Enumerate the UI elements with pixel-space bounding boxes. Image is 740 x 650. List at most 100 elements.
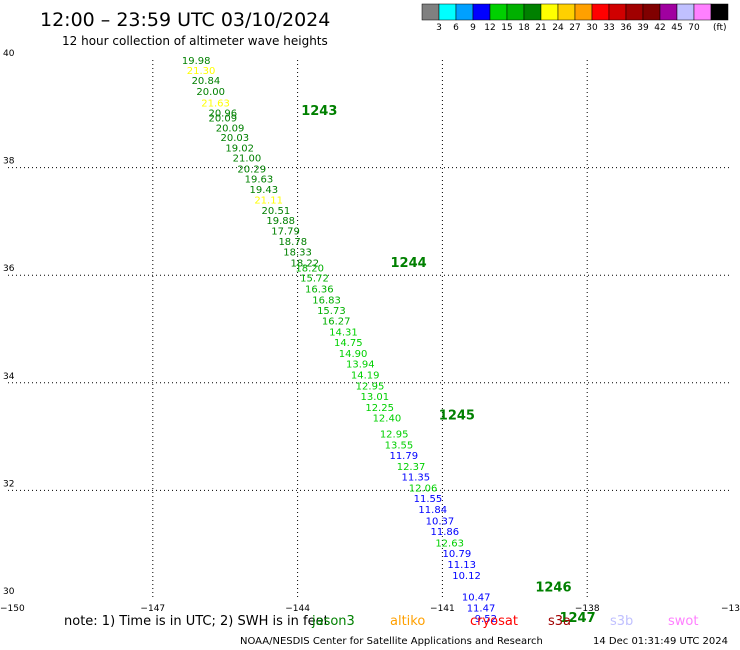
legend-label: 15	[501, 23, 512, 33]
data-point-label: 17.79	[271, 226, 300, 237]
data-points: 19.9821.3020.8420.0021.6320.9620.0920.09…	[182, 56, 497, 625]
legend-swatch	[676, 3, 695, 21]
data-point-label: 12.40	[373, 414, 402, 425]
legend-swatch	[438, 3, 457, 21]
pass-number-label: 1244	[391, 256, 427, 271]
y-tick-label: 40	[3, 49, 15, 59]
chart-title: 12:00 – 23:59 UTC 03/10/2024	[40, 9, 330, 31]
legend-label: 36	[620, 23, 632, 33]
legend-swatch	[642, 3, 661, 21]
chart-subtitle: 12 hour collection of altimeter wave hei…	[62, 34, 328, 48]
pass-number-label: 1247	[559, 611, 595, 626]
legend-swatch	[506, 3, 525, 21]
y-axis-ticks: 30 32 34 36 38 40	[3, 49, 15, 597]
legend-label: 12	[484, 23, 495, 33]
footer-credit: NOAA/NESDIS Center for Satellite Applica…	[240, 636, 543, 647]
y-tick-label: 38	[3, 157, 15, 167]
data-point-label: 14.31	[329, 327, 358, 338]
satellite-label-s3b: s3b	[610, 614, 633, 629]
data-point-label: 20.00	[196, 87, 225, 98]
data-point-label: 18.33	[283, 247, 312, 258]
pass-number-label: 1246	[535, 581, 571, 596]
legend-swatch	[455, 3, 474, 21]
legend-swatch	[659, 3, 678, 21]
pass-number-label: 1245	[439, 408, 475, 423]
data-point-label: 16.83	[312, 296, 341, 307]
legend-swatch	[625, 3, 644, 21]
data-point-label: 11.86	[430, 527, 459, 538]
pass-number-label: 1243	[301, 104, 337, 119]
data-point-label: 14.75	[334, 338, 363, 349]
note-text: note: 1) Time is in UTC; 2) SWH is in fe…	[64, 614, 329, 629]
data-point-label: 18.78	[278, 237, 307, 248]
data-point-label: 21.30	[187, 66, 216, 77]
satellite-legend: jason3 altiko cryosat s3a s3b swot	[311, 614, 698, 629]
data-point-label: 19.02	[225, 143, 254, 154]
data-point-label: 20.96	[208, 108, 237, 119]
legend-label: 24	[552, 23, 564, 33]
legend-swatch	[421, 3, 440, 21]
satellite-label-altiko: altiko	[390, 614, 425, 629]
legend-label: 18	[518, 23, 530, 33]
data-point-label: 10.47	[462, 593, 491, 604]
y-tick-label: 30	[3, 587, 15, 597]
data-point-label: 11.84	[418, 505, 447, 516]
data-point-label: 13.01	[361, 392, 390, 403]
grid-lines	[8, 60, 732, 598]
x-tick-label: −147	[140, 604, 165, 614]
data-point-label: 11.79	[389, 451, 418, 462]
x-axis-ticks: −150 −147 −144 −141 −138 −13	[0, 604, 740, 614]
legend-label: 27	[569, 23, 580, 33]
legend-swatch	[693, 3, 712, 21]
data-point-label: 20.84	[192, 76, 221, 87]
legend-swatch	[574, 3, 593, 21]
x-tick-label: −138	[575, 604, 600, 614]
data-point-label: 20.03	[221, 133, 250, 144]
legend-label: 42	[654, 23, 665, 33]
color-legend	[421, 3, 729, 21]
data-point-label: 12.25	[365, 403, 394, 414]
legend-swatch	[608, 3, 627, 21]
y-tick-label: 36	[3, 264, 15, 274]
data-point-label: 11.55	[414, 494, 443, 505]
data-point-label: 13.94	[346, 360, 375, 371]
legend-label: 30	[586, 23, 598, 33]
data-point-label: 10.37	[426, 516, 455, 527]
data-point-label: 15.73	[317, 306, 346, 317]
data-point-label: 12.63	[435, 538, 464, 549]
legend-swatch	[557, 3, 576, 21]
x-tick-label: −13	[721, 604, 740, 614]
data-point-label: 20.09	[208, 113, 237, 124]
legend-swatch	[710, 3, 729, 21]
legend-label: 45	[671, 23, 682, 33]
data-point-label: 16.36	[305, 284, 334, 295]
legend-label: 9	[470, 23, 476, 33]
data-point-label: 12.95	[380, 430, 409, 441]
legend-unit: (ft)	[713, 23, 727, 33]
data-point-label: 10.12	[452, 571, 481, 582]
legend-label: 3	[436, 23, 442, 33]
data-point-label: 13.55	[385, 440, 414, 451]
legend-label: 6	[453, 23, 459, 33]
data-point-label: 19.63	[245, 175, 274, 186]
data-point-label: 21.00	[233, 154, 262, 165]
data-point-label: 12.95	[356, 381, 385, 392]
legend-swatch	[523, 3, 542, 21]
legend-label: 33	[603, 23, 614, 33]
data-point-label: 9.52	[475, 614, 497, 625]
color-legend-labels: 3 6 9 12 15 18 21 24 27 30 33 36 39 42 45 70	[436, 23, 700, 33]
legend-swatch	[472, 3, 491, 21]
data-point-label: 11.47	[467, 603, 496, 614]
data-point-label: 10.79	[443, 549, 472, 560]
legend-label: 39	[637, 23, 649, 33]
data-point-label: 21.11	[254, 196, 283, 207]
legend-swatch	[489, 3, 508, 21]
x-tick-label: −150	[0, 604, 25, 614]
legend-label: 70	[688, 23, 700, 33]
data-point-label: 19.88	[266, 216, 295, 227]
data-point-label: 11.35	[402, 473, 431, 484]
data-point-label: 12.06	[409, 483, 438, 494]
data-point-label: 20.29	[237, 164, 266, 175]
y-tick-label: 34	[3, 372, 15, 382]
